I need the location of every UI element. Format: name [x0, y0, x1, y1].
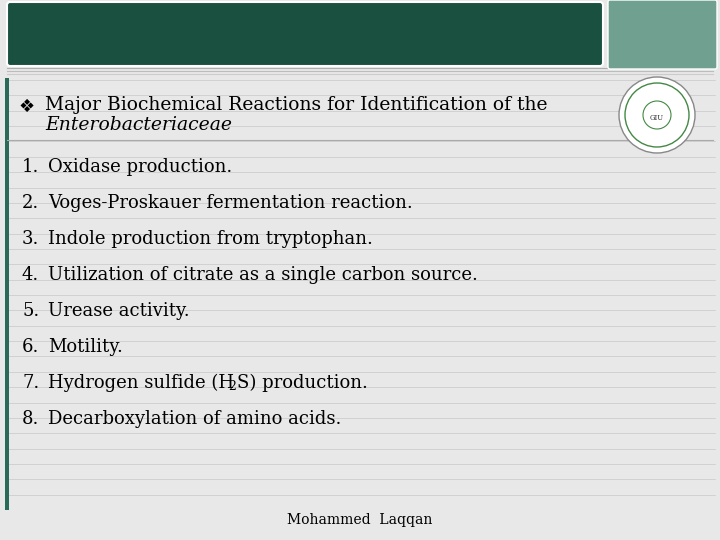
Text: 2.: 2. [22, 194, 40, 212]
Text: 4.: 4. [22, 266, 40, 284]
Text: ❖: ❖ [18, 98, 34, 116]
Text: Major Biochemical Reactions for Identification of the: Major Biochemical Reactions for Identifi… [45, 96, 547, 114]
Text: 7.: 7. [22, 374, 40, 392]
Text: Utilization of citrate as a single carbon source.: Utilization of citrate as a single carbo… [48, 266, 478, 284]
Text: 6.: 6. [22, 338, 40, 356]
Text: 2: 2 [228, 380, 236, 393]
Text: Motility.: Motility. [48, 338, 123, 356]
Text: Urease activity.: Urease activity. [48, 302, 189, 320]
Text: GIU: GIU [650, 114, 664, 122]
Text: 5.: 5. [22, 302, 40, 320]
Text: 3.: 3. [22, 230, 40, 248]
Text: 8.: 8. [22, 410, 40, 428]
Text: Mohammed  Laqqan: Mohammed Laqqan [287, 513, 433, 527]
Text: Decarboxylation of amino acids.: Decarboxylation of amino acids. [48, 410, 341, 428]
Text: Enterobacteriaceae: Enterobacteriaceae [45, 116, 232, 134]
Text: Indole production from tryptophan.: Indole production from tryptophan. [48, 230, 373, 248]
Circle shape [619, 77, 695, 153]
Text: Hydrogen sulfide (H: Hydrogen sulfide (H [48, 374, 234, 392]
Bar [5, 78, 9, 510]
Text: S) production.: S) production. [237, 374, 368, 392]
Text: Oxidase production.: Oxidase production. [48, 158, 233, 176]
Text: 1.: 1. [22, 158, 40, 176]
FancyBboxPatch shape [7, 2, 603, 66]
Text: Voges-Proskauer fermentation reaction.: Voges-Proskauer fermentation reaction. [48, 194, 413, 212]
FancyBboxPatch shape [608, 0, 717, 69]
